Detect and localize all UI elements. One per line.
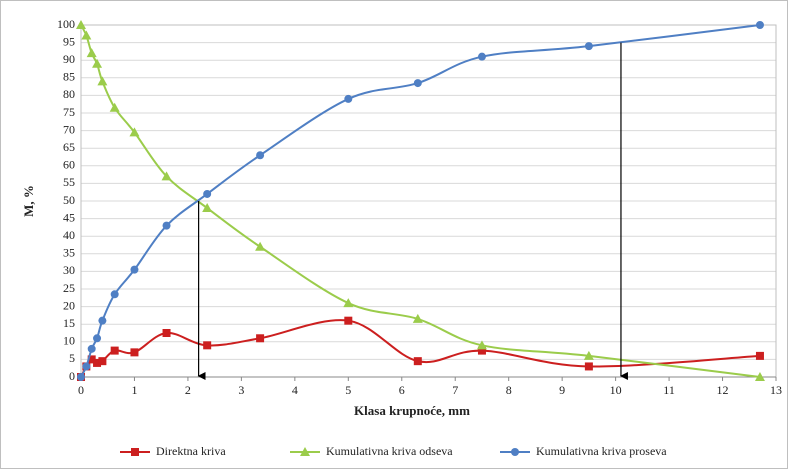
y-tick-label: 25 [63,281,75,295]
y-tick-label: 55 [63,175,75,189]
data-point [754,372,765,381]
data-point [129,127,140,137]
x-tick-label: 3 [238,383,244,397]
y-tick-label: 100 [57,17,75,31]
y-axis-title: M, % [21,185,36,217]
data-point [755,21,764,29]
y-tick-label: 10 [63,334,75,348]
data-point [76,20,86,29]
data-point [81,30,92,40]
x-tick-label: 8 [506,383,512,397]
data-point [412,313,423,323]
y-tick-label: 80 [63,87,75,101]
data-point [413,79,422,88]
y-tick-label: 85 [63,70,75,84]
data-point [583,350,594,360]
legend-marker [300,447,310,456]
data-point [584,42,593,51]
y-tick-label: 45 [63,210,75,224]
data-point [256,334,265,343]
data-point [256,151,265,160]
data-point [87,344,96,353]
y-tick-label: 20 [63,298,75,312]
data-point [162,329,171,337]
data-point [162,221,171,230]
data-point [98,357,107,366]
x-tick-label: 9 [559,383,565,397]
data-point [93,358,102,367]
data-point [110,290,119,299]
data-point [344,316,353,325]
data-point [203,189,212,198]
x-tick-label: 1 [131,383,137,397]
data-point [476,340,487,350]
x-tick-label: 6 [399,383,405,397]
x-tick-label: 12 [717,383,729,397]
y-tick-label: 15 [63,316,75,330]
y-tick-label: 70 [63,122,75,136]
y-tick-label: 40 [63,228,75,242]
data-point [97,76,108,86]
data-point [86,48,97,58]
data-point [109,102,120,112]
legend-label: Direktna kriva [156,444,226,458]
y-tick-label: 0 [69,369,75,383]
data-point [87,355,96,364]
y-tick-label: 90 [63,52,75,66]
y-tick-label: 35 [63,246,75,260]
y-tick-label: 30 [63,263,75,277]
data-point [161,171,172,181]
x-tick-label: 2 [185,383,191,397]
data-point [77,373,85,381]
data-point [413,357,422,366]
y-tick-label: 60 [63,158,75,172]
data-point [202,203,213,213]
x-tick-label: 11 [663,383,675,397]
x-tick-label: 7 [452,383,458,397]
data-point [110,346,119,355]
data-point [584,362,593,371]
x-tick-label: 13 [770,383,782,397]
data-point [344,94,353,103]
data-point [93,334,102,343]
y-tick-label: 75 [63,105,75,119]
data-point [255,241,266,251]
y-tick-label: 5 [69,351,75,365]
y-tick-label: 50 [63,193,75,207]
x-tick-label: 0 [78,383,84,397]
data-point [92,58,103,68]
legend-label: Kumulativna kriva proseva [536,444,667,458]
data-point [343,298,354,308]
x-tick-label: 10 [610,383,622,397]
x-tick-label: 5 [345,383,351,397]
data-point [82,362,91,371]
legend-marker [131,448,139,456]
data-point [477,52,486,61]
data-point [98,316,107,325]
data-point [477,346,486,355]
legend-marker [511,448,519,456]
legend-label: Kumulativna kriva odseva [326,444,453,458]
y-tick-label: 95 [63,34,75,48]
x-axis-title: Klasa krupnoće, mm [354,403,470,418]
data-point [130,265,139,274]
data-point [203,341,212,350]
data-point [755,351,764,360]
y-tick-label: 65 [63,140,75,154]
series-line [80,24,761,378]
data-point [130,348,139,357]
x-tick-label: 4 [292,383,298,397]
